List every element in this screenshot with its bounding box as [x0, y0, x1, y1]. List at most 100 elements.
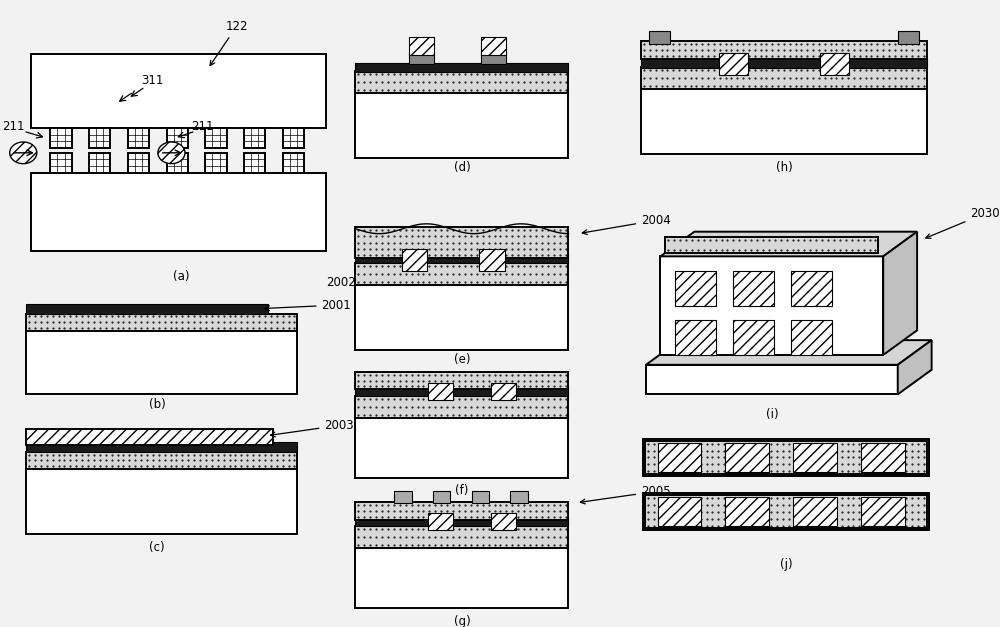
Bar	[481, 52, 506, 64]
Bar	[355, 71, 568, 93]
Bar	[26, 451, 297, 470]
Bar	[244, 128, 265, 148]
Bar	[658, 497, 701, 527]
Text: 2001: 2001	[265, 298, 351, 312]
Bar	[26, 441, 297, 451]
Bar	[725, 497, 769, 527]
Bar	[283, 153, 304, 172]
Bar	[649, 31, 670, 45]
Bar	[355, 527, 568, 548]
Bar	[26, 325, 297, 394]
Text: 211: 211	[2, 120, 25, 133]
Bar	[641, 41, 927, 59]
Bar	[167, 128, 188, 148]
Text: 211: 211	[191, 120, 214, 133]
Text: 2003: 2003	[270, 419, 354, 437]
Bar	[205, 153, 227, 172]
Bar	[428, 513, 453, 530]
Bar	[355, 517, 568, 527]
Bar	[205, 128, 227, 148]
Bar	[793, 443, 837, 472]
Text: 2004: 2004	[582, 214, 671, 234]
Text: (b): (b)	[149, 398, 165, 411]
Bar	[355, 544, 568, 608]
Bar	[283, 128, 304, 148]
Bar	[491, 513, 516, 530]
Bar	[733, 320, 774, 355]
Bar	[820, 53, 849, 75]
Bar	[643, 493, 929, 530]
Bar	[641, 67, 927, 89]
Polygon shape	[646, 340, 932, 365]
Bar	[675, 320, 716, 355]
Text: (g): (g)	[454, 614, 470, 627]
Bar	[89, 153, 110, 172]
Text: 122: 122	[210, 19, 248, 66]
Bar	[89, 128, 110, 148]
Bar	[31, 54, 326, 128]
Bar	[791, 320, 832, 355]
Bar	[665, 236, 878, 253]
Bar	[128, 128, 149, 148]
Text: (j): (j)	[780, 559, 792, 571]
Bar	[472, 491, 489, 503]
Bar	[641, 85, 927, 154]
Text: (a): (a)	[173, 270, 189, 283]
Bar	[719, 53, 748, 75]
Text: (i): (i)	[766, 408, 778, 421]
Bar	[481, 38, 506, 55]
Bar	[861, 443, 905, 472]
Bar	[658, 443, 701, 472]
Polygon shape	[898, 340, 932, 394]
Bar	[428, 382, 453, 400]
Bar	[355, 63, 568, 72]
Text: (e): (e)	[454, 354, 470, 366]
Bar	[491, 382, 516, 400]
Bar	[402, 250, 427, 271]
Bar	[660, 256, 883, 355]
Bar	[26, 303, 268, 314]
Bar	[50, 153, 72, 172]
Bar	[646, 365, 898, 394]
Bar	[861, 497, 905, 527]
Bar	[50, 128, 72, 148]
Bar	[645, 441, 927, 474]
Text: 2005: 2005	[580, 485, 671, 504]
Bar	[355, 227, 568, 258]
Bar	[643, 439, 929, 477]
Bar	[641, 57, 927, 68]
Bar	[793, 497, 837, 527]
Bar	[675, 271, 716, 305]
Bar	[355, 414, 568, 478]
Bar	[510, 491, 528, 503]
Polygon shape	[660, 232, 917, 256]
Bar	[433, 491, 450, 503]
Bar	[725, 443, 769, 472]
Text: (f): (f)	[455, 483, 469, 497]
Text: 2002: 2002	[326, 276, 356, 289]
Bar	[355, 281, 568, 350]
Bar	[167, 153, 188, 172]
Bar	[355, 396, 568, 418]
Bar	[898, 31, 919, 45]
Text: 2030: 2030	[926, 207, 1000, 238]
Bar	[409, 38, 434, 55]
Ellipse shape	[10, 142, 37, 164]
Bar	[128, 153, 149, 172]
Bar	[394, 491, 412, 503]
Bar	[733, 271, 774, 305]
Bar	[355, 502, 568, 520]
Polygon shape	[883, 232, 917, 355]
Bar	[244, 153, 265, 172]
Bar	[355, 89, 568, 158]
Bar	[355, 372, 568, 389]
Text: (h): (h)	[776, 161, 792, 174]
Bar	[31, 172, 326, 251]
Bar	[409, 52, 434, 64]
Bar	[479, 250, 505, 271]
Bar	[355, 253, 568, 263]
Text: (c): (c)	[149, 540, 165, 554]
Bar	[791, 271, 832, 305]
Bar	[26, 429, 273, 445]
Ellipse shape	[158, 142, 185, 164]
